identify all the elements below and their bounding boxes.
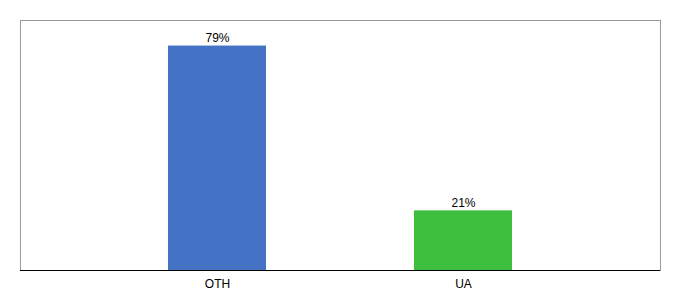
svg-text:OTH: OTH	[205, 277, 230, 291]
svg-text:79%: 79%	[205, 31, 229, 45]
svg-text:UA: UA	[455, 277, 472, 291]
svg-text:21%: 21%	[451, 196, 475, 210]
